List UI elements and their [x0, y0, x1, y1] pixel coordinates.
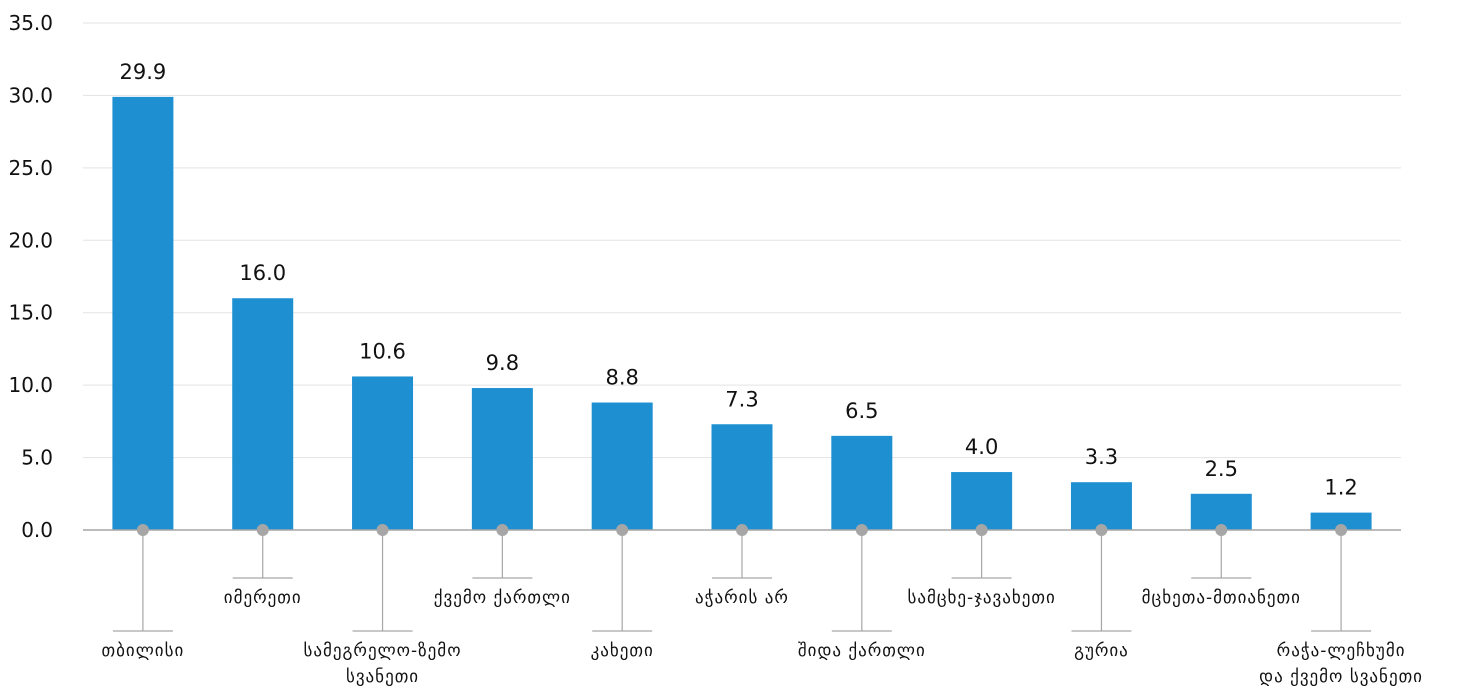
- value-label: 1.2: [1324, 476, 1357, 500]
- y-tick-label: 25.0: [8, 156, 53, 180]
- axis-dot: [736, 524, 748, 536]
- y-axis-ticks: 0.0 5.0 10.0 15.0 20.0 25.0 30.0 35.0: [8, 11, 53, 542]
- value-label: 7.3: [725, 387, 758, 411]
- value-label: 4.0: [965, 435, 998, 459]
- category-label-line: აჭარის არ: [695, 588, 789, 608]
- value-label: 3.3: [1085, 445, 1118, 469]
- category-leaders: [112, 524, 1372, 632]
- category-label-line: მცხეთა-მთიანეთი: [1142, 588, 1301, 608]
- y-tick-label: 5.0: [21, 446, 53, 470]
- gridlines: [83, 22, 1401, 459]
- bar: [1070, 482, 1132, 530]
- value-label: 9.8: [486, 351, 519, 375]
- bar: [112, 96, 174, 531]
- axis-dot: [256, 524, 269, 536]
- category-label-line: სამეგრელო-ზემო: [304, 641, 462, 661]
- value-label: 10.6: [359, 339, 406, 363]
- category-label-line: თბილისი: [102, 641, 185, 661]
- category-label-line: და ქვემო სვანეთი: [1259, 667, 1423, 687]
- value-label: 16.0: [239, 261, 286, 285]
- y-tick-label: 15.0: [8, 301, 53, 325]
- axis-dot: [1095, 524, 1108, 536]
- category-label-line: სამცხე-ჯავახეთი: [907, 588, 1055, 608]
- value-label: 8.8: [605, 366, 638, 390]
- value-label: 6.5: [845, 399, 878, 423]
- category-label: სამეგრელო-ზემო სვანეთი: [304, 641, 462, 687]
- axis-dot: [616, 524, 629, 536]
- category-label-line: რაჭა-ლეჩხუმი: [1277, 641, 1406, 661]
- category-label: მცხეთა-მთიანეთი: [1142, 588, 1301, 608]
- category-labels: თბილისი იმერეთი სამეგრელო-ზემო სვანეთი ქვემო…: [102, 588, 1423, 687]
- bar: [831, 435, 893, 530]
- axis-dot: [975, 524, 988, 536]
- bar: [591, 402, 653, 530]
- bar: [471, 388, 533, 530]
- category-label: გურია: [1074, 641, 1129, 661]
- y-tick-label: 10.0: [8, 373, 53, 397]
- category-label-line: კახეთი: [591, 641, 654, 661]
- bar: [1310, 512, 1372, 530]
- bar: [1190, 493, 1252, 530]
- category-label: თბილისი: [102, 641, 185, 661]
- axis-dot: [376, 524, 389, 536]
- bar: [352, 376, 414, 530]
- category-label: შიდა ქართლი: [798, 641, 926, 661]
- category-label: იმერეთი: [224, 588, 302, 608]
- bars: [112, 96, 1372, 531]
- category-label-line: სვანეთი: [346, 667, 419, 687]
- category-label: სამცხე-ჯავახეთი: [907, 588, 1055, 608]
- category-label: აჭარის არ: [695, 588, 789, 608]
- value-labels: 29.9 16.0 10.6 9.8 8.8 7.3 6.5 4.0 3.3 2.5 1.2: [120, 60, 1358, 500]
- category-label-line: იმერეთი: [224, 588, 302, 608]
- category-label-line: გურია: [1074, 641, 1129, 661]
- y-tick-label: 30.0: [8, 83, 53, 107]
- category-label-line: შიდა ქართლი: [798, 641, 926, 661]
- bar: [711, 424, 773, 530]
- y-tick-label: 0.0: [21, 518, 53, 542]
- axis-dot: [1215, 524, 1228, 536]
- category-label: კახეთი: [591, 641, 654, 661]
- y-tick-label: 35.0: [8, 11, 53, 35]
- axis-dot: [1335, 524, 1348, 536]
- category-label: რაჭა-ლეჩხუმი და ქვემო სვანეთი: [1259, 641, 1423, 687]
- value-label: 29.9: [120, 60, 167, 84]
- category-label-line: ქვემო ქართლი: [434, 588, 571, 608]
- category-label: ქვემო ქართლი: [434, 588, 571, 608]
- axis-dot: [136, 524, 149, 536]
- value-label: 2.5: [1205, 457, 1238, 481]
- bar: [951, 472, 1013, 530]
- y-tick-label: 20.0: [8, 228, 53, 252]
- axis-dot: [496, 524, 509, 536]
- axis-dot: [855, 524, 868, 536]
- bar: [232, 298, 294, 530]
